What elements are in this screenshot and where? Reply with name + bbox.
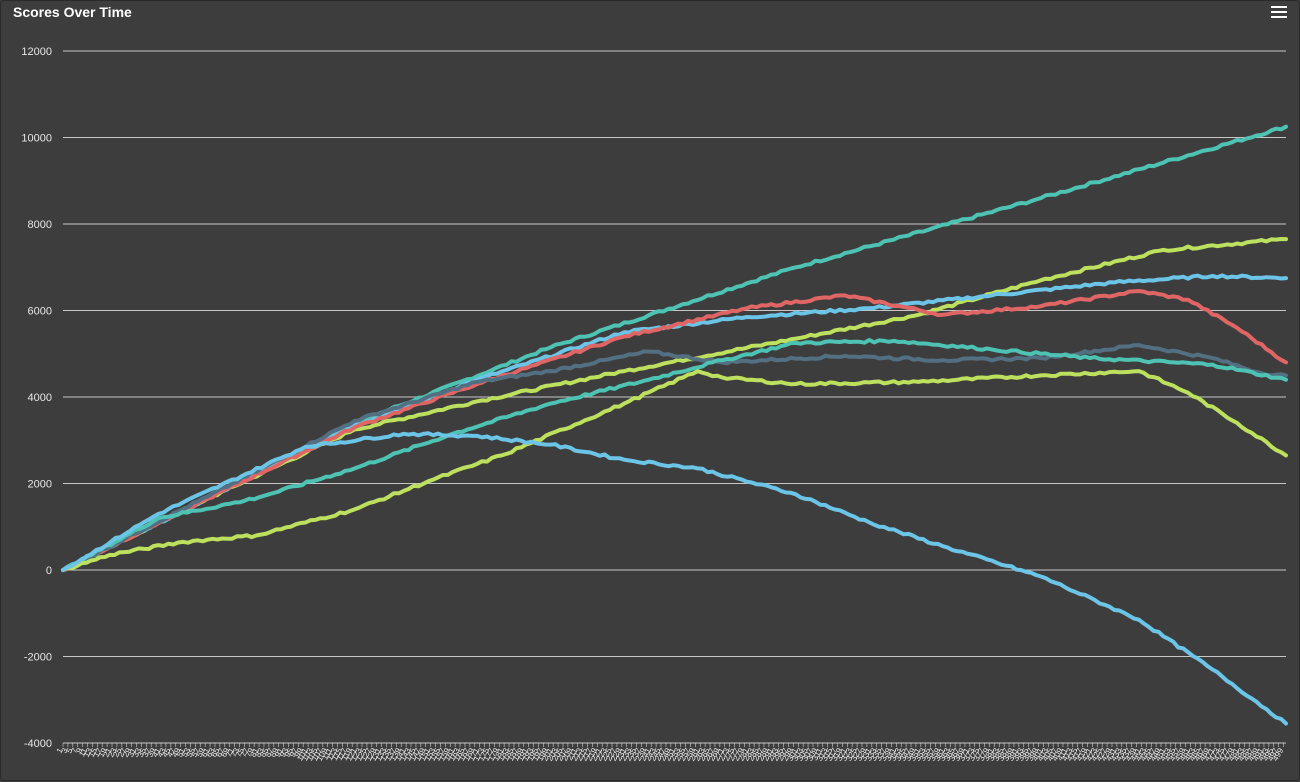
y-tick-label: -2000 bbox=[24, 652, 52, 664]
x-tick-label: 1 bbox=[55, 746, 65, 755]
menu-bar-2 bbox=[1271, 11, 1287, 13]
series-line-2 bbox=[61, 237, 1288, 572]
chart-title: Scores Over Time bbox=[13, 4, 132, 20]
menu-bar-1 bbox=[1271, 6, 1287, 8]
y-tick-label: 12000 bbox=[21, 46, 52, 58]
y-tick-label: 0 bbox=[46, 565, 52, 577]
y-tick-label: 4000 bbox=[28, 392, 52, 404]
y-tick-label: 2000 bbox=[28, 479, 52, 491]
y-tick-label: -4000 bbox=[24, 738, 52, 750]
y-tick-label: 10000 bbox=[21, 133, 52, 145]
series-line-4 bbox=[61, 289, 1288, 572]
x-tick-label: 9 bbox=[74, 746, 84, 755]
hamburger-menu-icon[interactable] bbox=[1271, 6, 1287, 20]
x-tick-label: 5 bbox=[65, 746, 75, 755]
y-tick-label: 6000 bbox=[28, 306, 52, 318]
series-line-7 bbox=[61, 369, 1288, 572]
series-line-6 bbox=[61, 338, 1288, 572]
series-line-8 bbox=[61, 431, 1288, 726]
menu-bar-3 bbox=[1271, 16, 1287, 18]
series-line-3 bbox=[61, 273, 1288, 572]
x-tick-label: 3 bbox=[60, 746, 70, 755]
x-tick-label: 7 bbox=[69, 746, 79, 755]
y-tick-label: 8000 bbox=[28, 219, 52, 231]
